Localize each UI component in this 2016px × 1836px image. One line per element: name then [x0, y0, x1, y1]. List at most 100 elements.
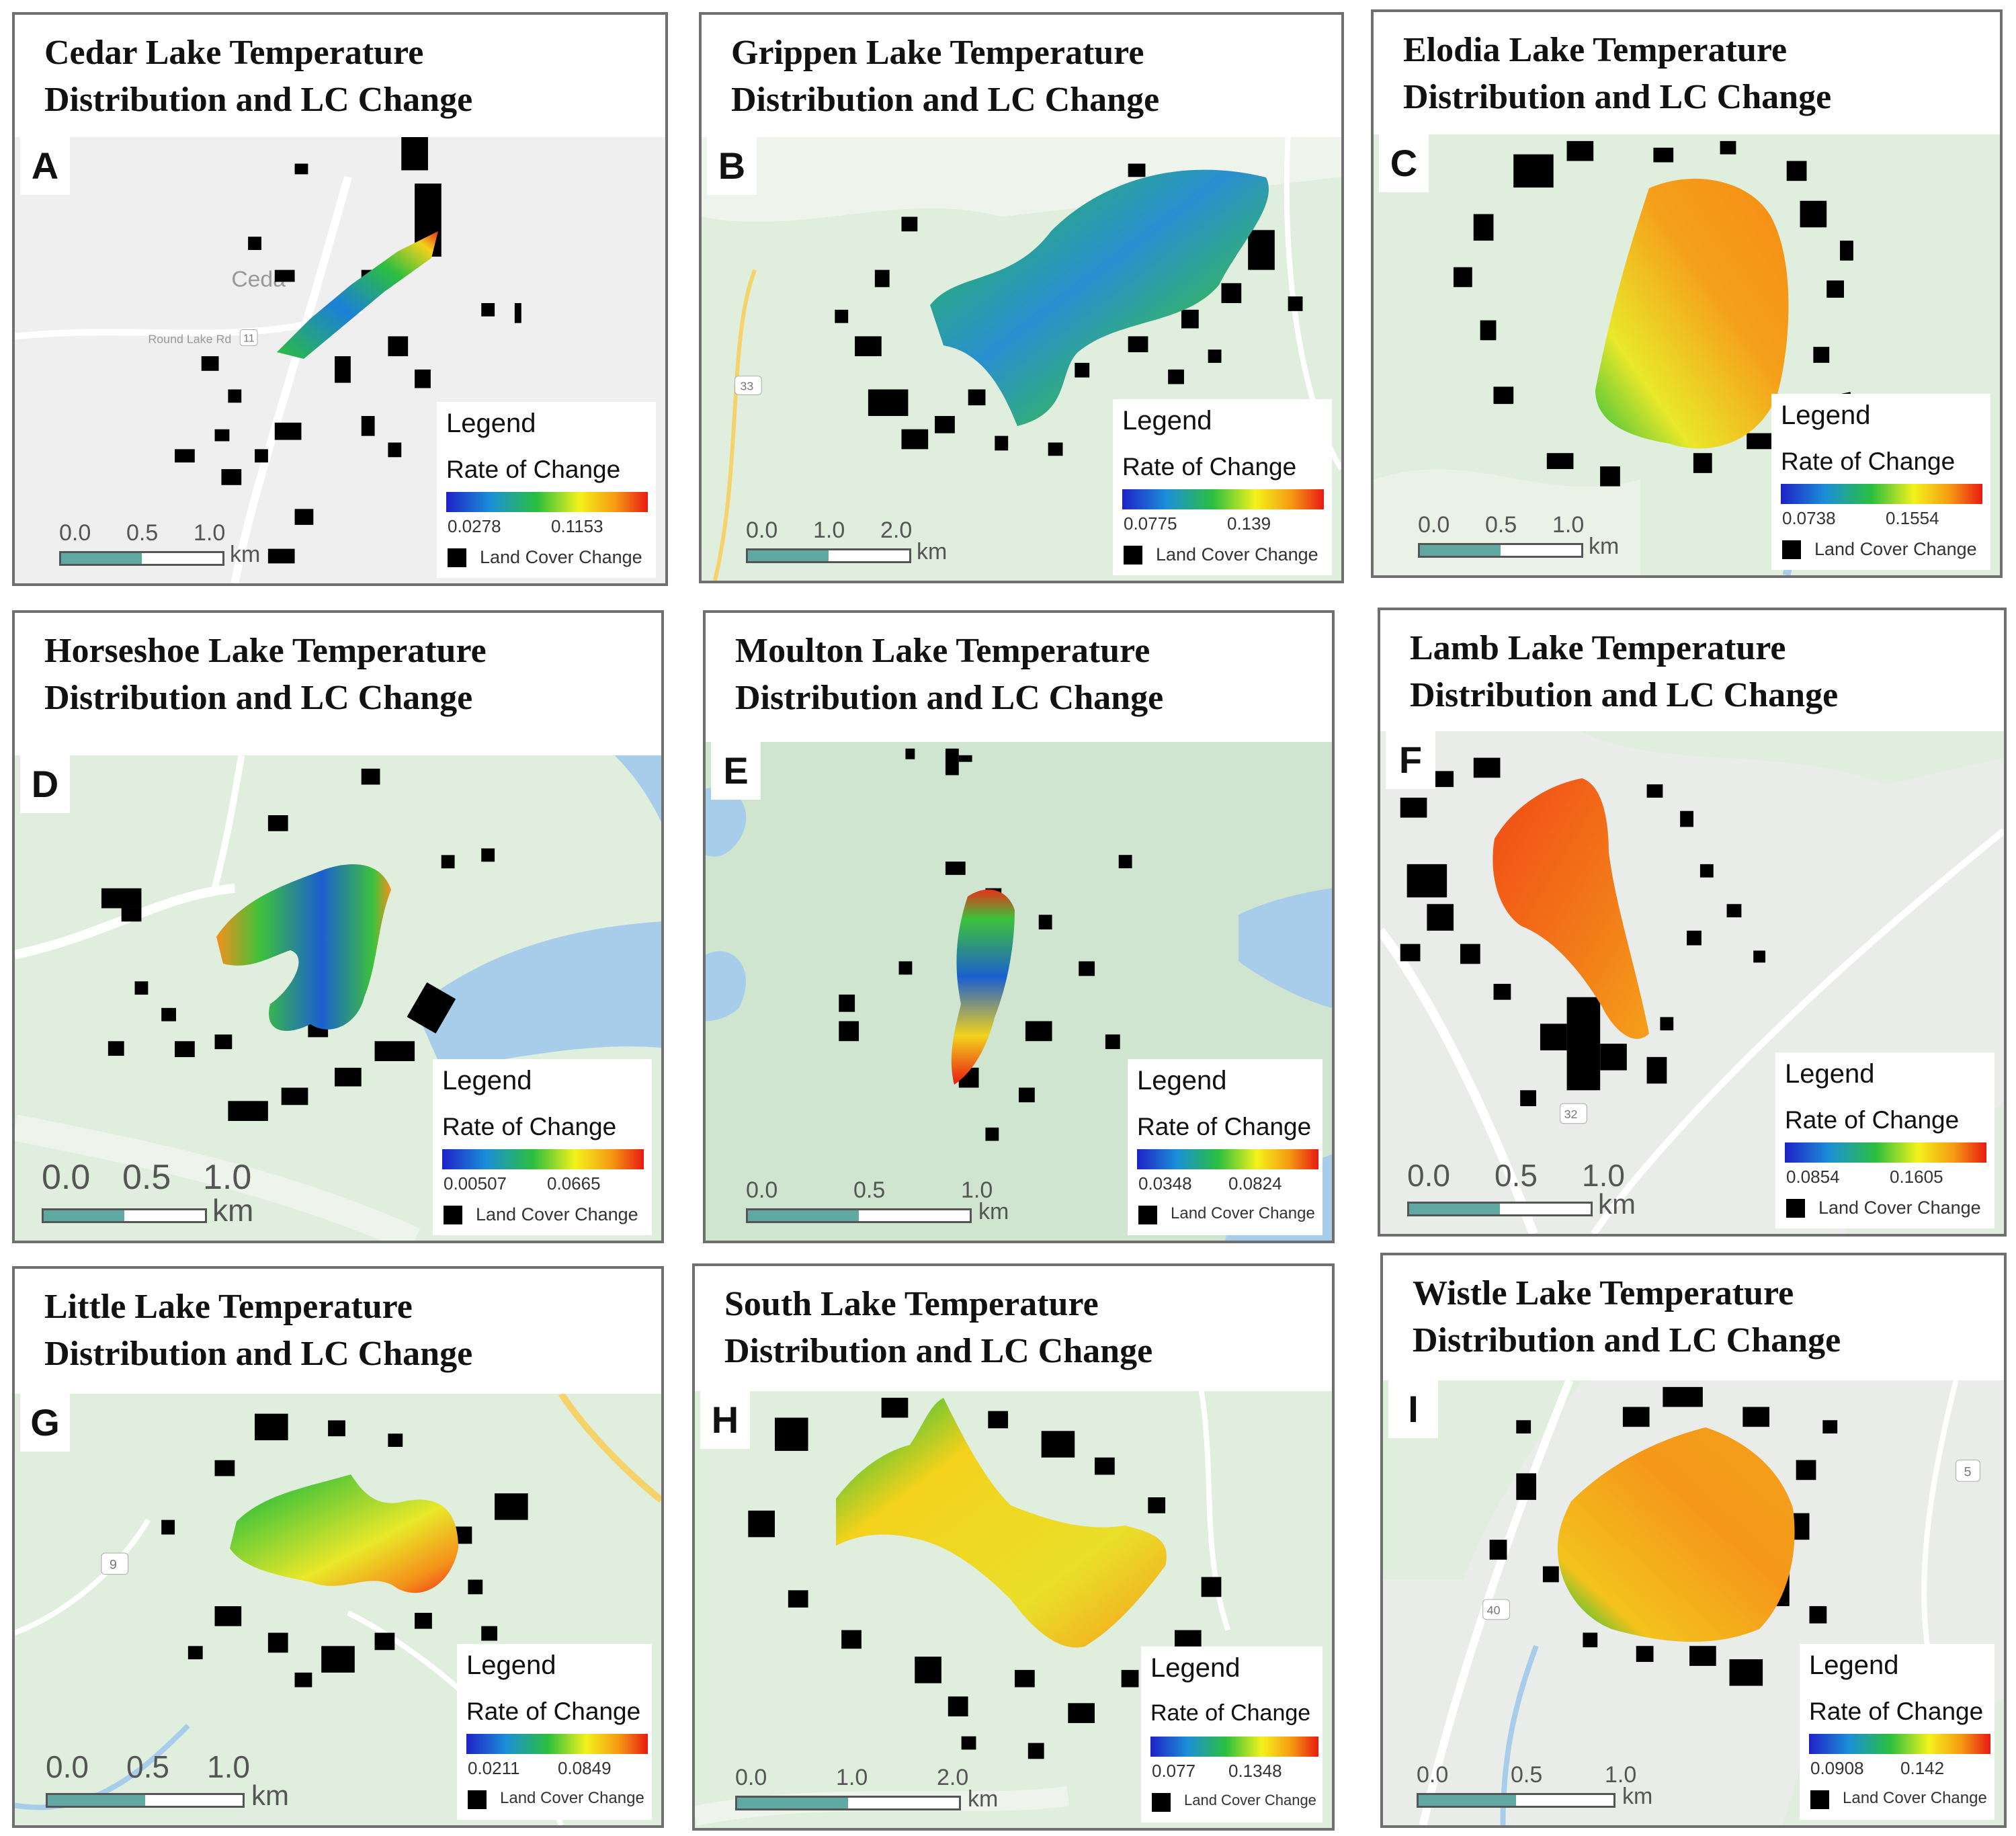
land-cover-label: Land Cover Change — [1843, 1789, 1987, 1807]
scale-tick: 0.0 — [735, 1765, 767, 1790]
panel-letter: G — [20, 1394, 70, 1452]
route-shield: 11 — [243, 333, 255, 344]
legend: Legend Rate of Change 0.0775 0.139 Land … — [1113, 399, 1332, 575]
scale-bar: 0.0 1.0 2.0 km — [735, 1765, 998, 1812]
scale-tick: 0.5 — [126, 1749, 169, 1784]
legend-title: Legend — [1137, 1066, 1227, 1095]
legend: Legend Rate of Change 0.0211 0.0849 Land… — [457, 1644, 652, 1820]
scale-unit: km — [968, 1786, 999, 1812]
land-cover-swatch — [1138, 1206, 1157, 1224]
panel-b: Grippen Lake Temperature Distribution an… — [699, 12, 1344, 583]
ramp-min-value: 0.0278 — [448, 516, 501, 536]
route-shield: 40 — [1487, 1603, 1501, 1617]
scale-tick: 0.0 — [59, 520, 91, 546]
panel-title: South Lake Temperature Distribution and … — [724, 1285, 1153, 1370]
scale-tick: 0.0 — [746, 1177, 778, 1203]
scale-tick: 0.5 — [122, 1158, 171, 1197]
panel-letter: E — [711, 742, 761, 800]
map-area: C 0.0 0.5 1.0 km Legend Rate of Change 0… — [1374, 134, 2000, 575]
panel-letter: F — [1386, 731, 1435, 789]
scale-tick: 0.0 — [1407, 1158, 1450, 1193]
ramp-max-value: 0.139 — [1227, 513, 1271, 534]
ramp-max-value: 0.1153 — [551, 516, 603, 536]
lake-temperature-raster — [230, 1474, 458, 1593]
legend-title: Legend — [1809, 1651, 1899, 1680]
land-cover-label: Land Cover Change — [1814, 539, 1977, 559]
panel-title: Horseshoe Lake Temperature Distribution … — [44, 632, 487, 717]
land-cover-change-pixels — [748, 1397, 1222, 1759]
scale-unit: km — [1589, 534, 1620, 559]
scale-unit: km — [212, 1193, 254, 1228]
legend: Legend Rate of Change 0.077 0.1348 Land … — [1141, 1646, 1322, 1823]
scale-unit: km — [1622, 1784, 1653, 1809]
scale-tick: 1.0 — [1605, 1762, 1637, 1788]
panel-f: Lamb Lake Temperature Distribution and L… — [1378, 608, 2007, 1237]
scale-unit: km — [251, 1780, 289, 1811]
color-ramp — [446, 492, 648, 512]
legend-title: Legend — [1781, 401, 1871, 430]
scale-bar: 0.0 1.0 2.0 km — [746, 517, 948, 565]
land-cover-swatch — [448, 548, 466, 567]
color-ramp — [1809, 1734, 1990, 1754]
legend: Legend Rate of Change 0.00507 0.0665 Lan… — [433, 1059, 652, 1235]
route-shield: 9 — [110, 1558, 117, 1573]
scale-tick: 0.5 — [1511, 1762, 1543, 1788]
scale-tick: 1.0 — [207, 1749, 250, 1784]
scale-tick: 1.0 — [961, 1177, 993, 1203]
land-cover-swatch — [1810, 1790, 1829, 1809]
legend-title: Legend — [1785, 1059, 1875, 1089]
scale-bar: 0.0 0.5 1.0 km — [746, 1177, 1009, 1224]
ramp-min-value: 0.077 — [1152, 1761, 1196, 1781]
map-area: H 0.0 1.0 2.0 km Legend Rate of Change 0… — [695, 1391, 1332, 1828]
legend-title: Legend — [466, 1651, 556, 1680]
lake-temperature-raster — [836, 1398, 1167, 1648]
ramp-min-value: 0.00507 — [444, 1173, 507, 1194]
legend-ramp-label: Rate of Change — [446, 456, 621, 483]
land-cover-label: Land Cover Change — [1184, 1792, 1316, 1808]
legend: Legend Rate of Change 0.0278 0.1153 Land… — [437, 402, 656, 578]
legend-ramp-label: Rate of Change — [1122, 453, 1297, 481]
ramp-max-value: 0.1348 — [1228, 1761, 1282, 1781]
ramp-max-value: 0.1605 — [1890, 1167, 1943, 1187]
land-cover-swatch — [444, 1206, 462, 1224]
land-cover-label: Land Cover Change — [500, 1789, 644, 1807]
scale-bar: 0.0 0.5 1.0 km — [1407, 1158, 1636, 1220]
ramp-max-value: 0.0665 — [547, 1173, 601, 1194]
map-area: D 0.0 0.5 1.0 km Legend Rate of Change 0… — [15, 755, 661, 1241]
panel-c: Elodia Lake Temperature Distribution and… — [1371, 9, 2003, 578]
panel-h: South Lake Temperature Distribution and … — [692, 1263, 1335, 1831]
color-ramp — [1137, 1149, 1318, 1169]
lake-temperature-raster — [216, 864, 391, 1031]
land-cover-label: Land Cover Change — [1818, 1198, 1981, 1218]
ramp-max-value: 0.142 — [1900, 1758, 1945, 1778]
ramp-min-value: 0.0348 — [1138, 1173, 1192, 1194]
legend-ramp-label: Rate of Change — [442, 1113, 617, 1140]
land-cover-label: Land Cover Change — [1171, 1204, 1315, 1222]
scale-bar: 0.0 0.5 1.0 km — [1418, 512, 1620, 559]
land-cover-change-pixels — [101, 768, 495, 1121]
lake-temperature-raster — [1558, 1427, 1795, 1642]
scale-tick: 0.5 — [1495, 1158, 1538, 1193]
road-label: Round Lake Rd — [148, 332, 231, 345]
land-cover-swatch — [1152, 1793, 1171, 1812]
panel-title: Wistle Lake Temperature Distribution and… — [1413, 1274, 1841, 1360]
land-cover-swatch — [1786, 1199, 1805, 1218]
ramp-min-value: 0.0775 — [1124, 513, 1177, 534]
panel-title: Moulton Lake Temperature Distribution an… — [735, 632, 1164, 717]
scale-unit: km — [1598, 1188, 1636, 1220]
scale-bar: 0.0 0.5 1.0 km — [42, 1158, 253, 1228]
legend-title: Legend — [442, 1066, 532, 1095]
scale-tick: 1.0 — [813, 517, 845, 543]
scale-bar: 0.0 0.5 1.0 km — [1417, 1762, 1652, 1809]
legend-title: Legend — [1150, 1653, 1241, 1683]
lake-temperature-raster — [1493, 778, 1649, 1039]
legend-ramp-label: Rate of Change — [1785, 1106, 1960, 1134]
land-cover-change-pixels — [1400, 757, 1766, 1107]
map-area: 33 B 0.0 1.0 2.0 k — [702, 137, 1341, 581]
route-shield: 33 — [741, 379, 754, 392]
panel-title: Elodia Lake Temperature Distribution and… — [1403, 31, 1832, 116]
scale-tick: 1.0 — [194, 520, 226, 546]
legend: Legend Rate of Change 0.0348 0.0824 Land… — [1128, 1059, 1322, 1235]
scale-tick: 0.0 — [42, 1158, 91, 1197]
scale-tick: 1.0 — [203, 1158, 252, 1197]
